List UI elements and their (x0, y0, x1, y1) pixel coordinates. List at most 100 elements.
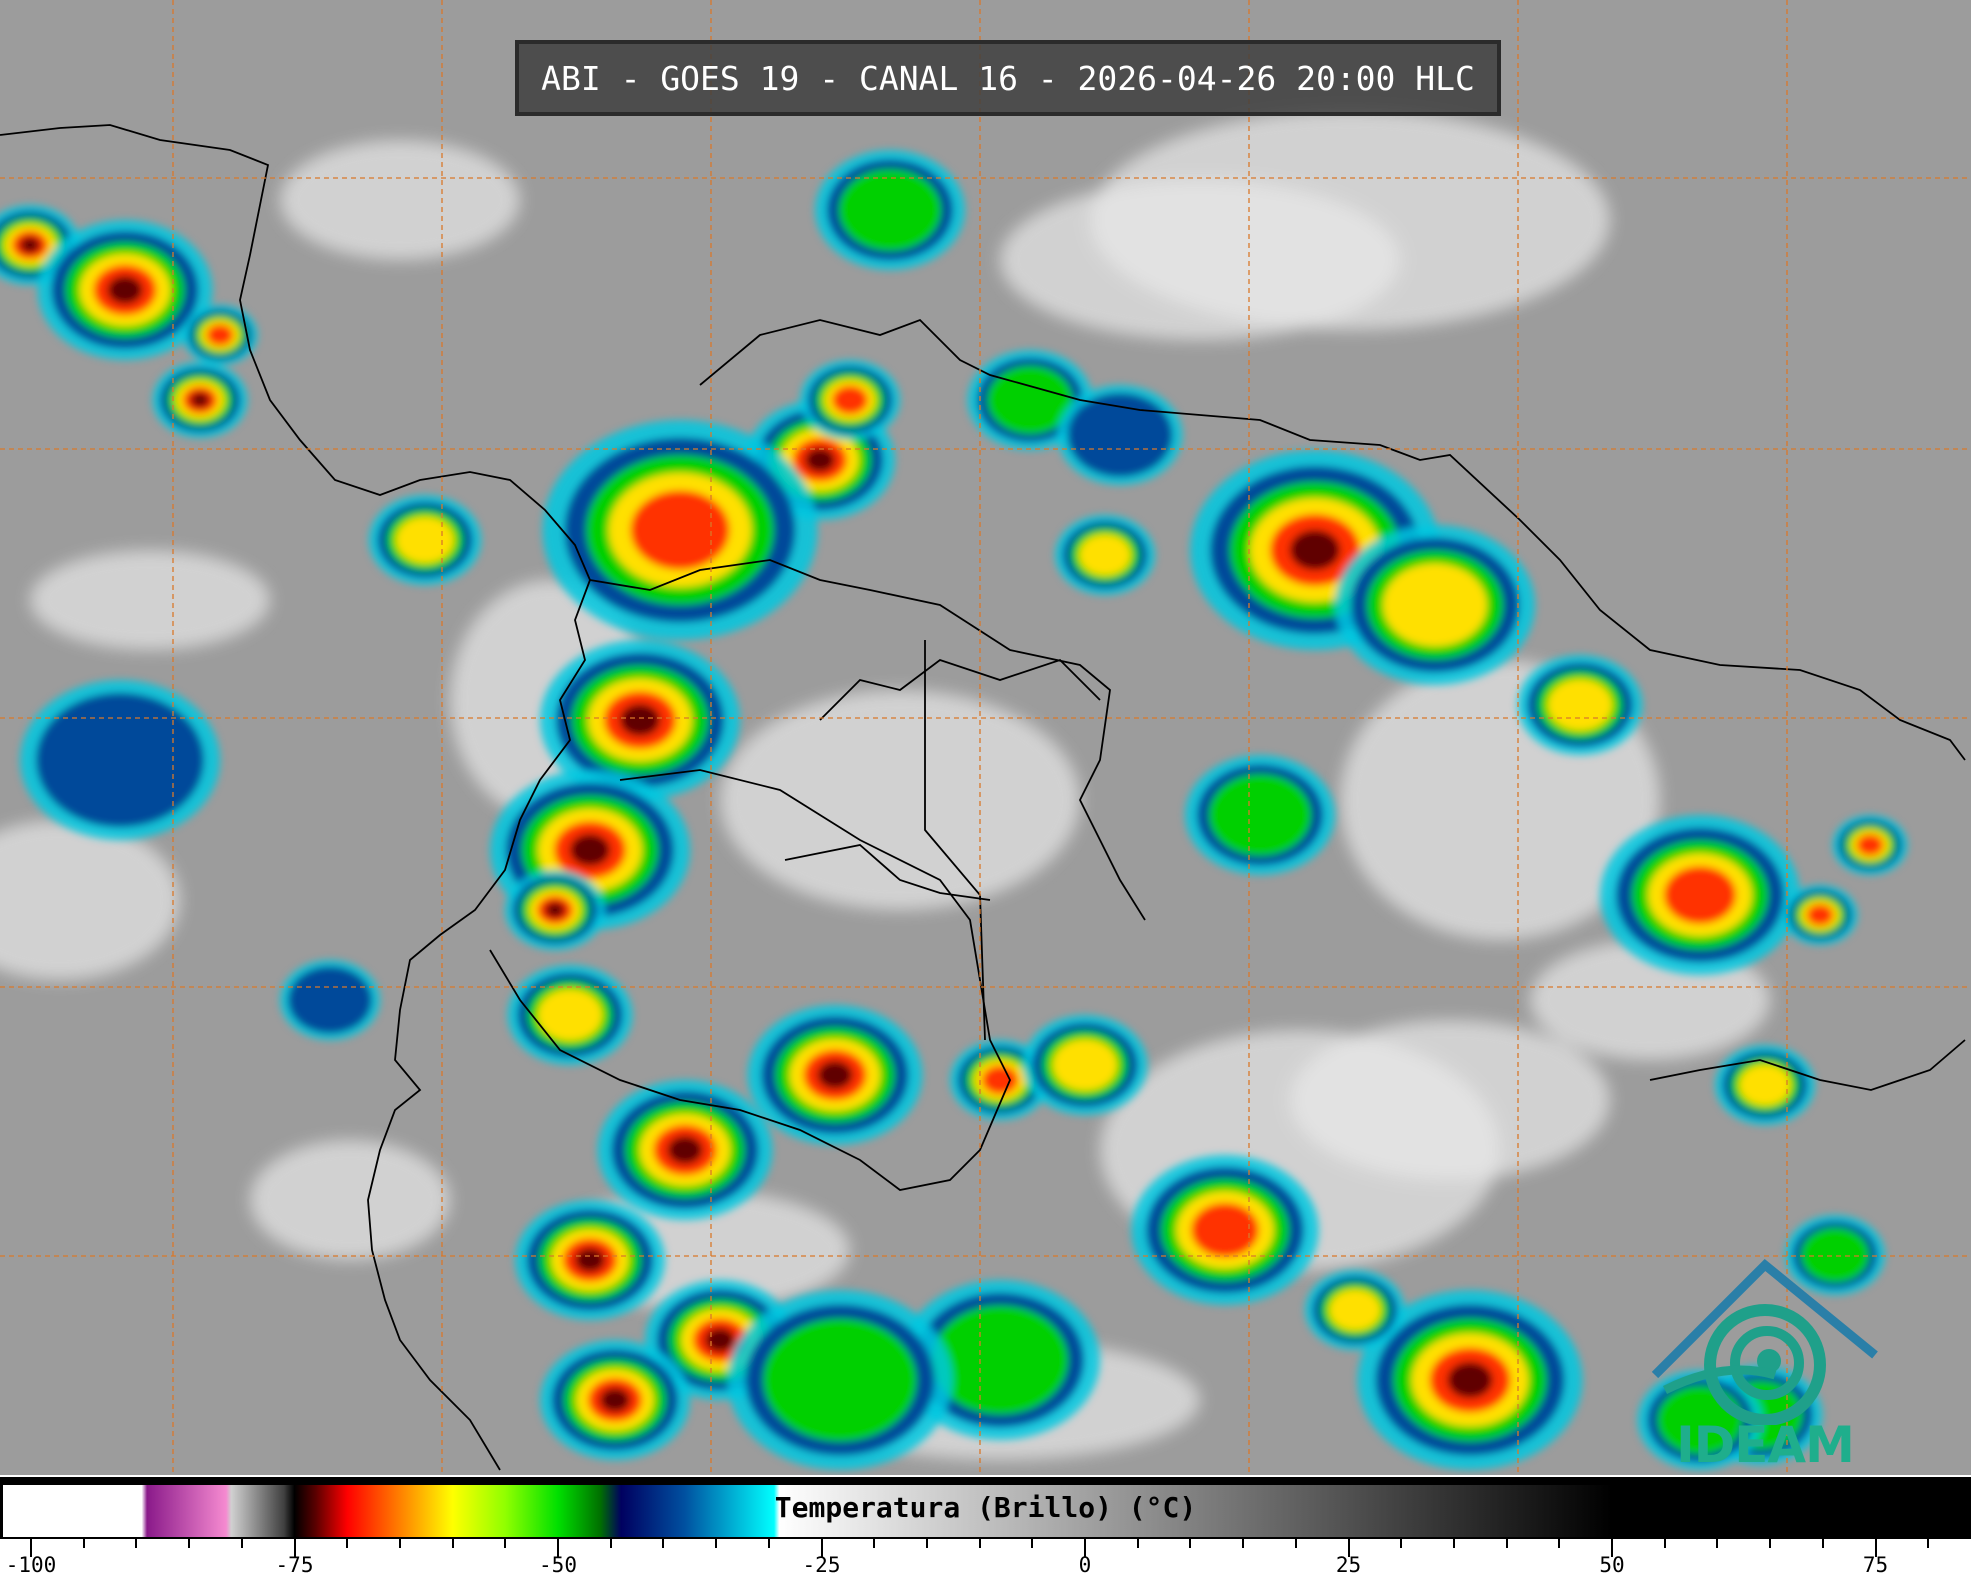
colorbar: Temperatura (Brillo) (°C) -100 -75 -50 -25 0… (0, 1475, 1971, 1577)
storm-cell-core (36, 692, 204, 828)
minor-tick (1189, 1539, 1192, 1548)
storm-cell-core (1664, 866, 1736, 924)
storm-cell-core (20, 237, 40, 253)
minor-tick (609, 1539, 612, 1548)
major-tick (293, 1539, 296, 1557)
storm-cell-core (190, 392, 210, 408)
storm-cell-core (288, 966, 372, 1034)
storm-cell-core (1209, 774, 1311, 856)
minor-tick (1452, 1539, 1455, 1548)
storm-cell-core (630, 490, 730, 570)
cloud-patch (280, 140, 520, 260)
colorbar-label: Temperatura (Brillo) (°C) (774, 1491, 1197, 1524)
tick-label: -50 (539, 1553, 577, 1577)
minor-tick (1294, 1539, 1297, 1548)
cloud-patch (250, 1140, 450, 1260)
major-tick (1084, 1539, 1086, 1557)
tick-label: -100 (5, 1553, 57, 1577)
storm-cell-core (1547, 679, 1613, 731)
colorbar-axis: -100 -75 -50 -25 0 25 50 75 (0, 1539, 1971, 1577)
storm-cell-core (575, 1248, 605, 1272)
cloud-patch (720, 690, 1080, 910)
storm-cell-core (1856, 834, 1884, 856)
logo-text: IDEAM (1676, 1416, 1855, 1474)
storm-cell-core (987, 366, 1073, 434)
storm-cell-core (839, 169, 941, 251)
cloud-patch (30, 550, 270, 650)
cloud-patch (1290, 1020, 1610, 1180)
storm-cell-core (1067, 393, 1173, 477)
storm-cell-core (932, 1305, 1068, 1415)
minor-tick (398, 1539, 401, 1548)
minor-tick (1136, 1539, 1139, 1548)
colorbar-gradient (3, 1485, 1968, 1537)
storm-cell-core (1079, 534, 1131, 576)
minor-tick (662, 1539, 665, 1548)
major-tick (1874, 1539, 1877, 1557)
tick-label: 25 (1335, 1553, 1362, 1577)
tick-label: -25 (802, 1553, 841, 1577)
minor-tick (1821, 1539, 1824, 1548)
storm-cell-core (1801, 1227, 1869, 1283)
storm-cell-core (1052, 1039, 1118, 1091)
minor-tick (135, 1539, 138, 1548)
storm-cell-core (817, 1061, 853, 1089)
minor-tick (1716, 1539, 1719, 1548)
storm-cell-core (1191, 1203, 1259, 1257)
minor-tick (1769, 1539, 1772, 1548)
minor-tick (1927, 1539, 1930, 1548)
image-title: ABI - GOES 19 - CANAL 16 - 2026-04-26 20… (515, 40, 1501, 116)
ideam-logo-mark (1651, 1258, 1878, 1426)
tick-label: 50 (1599, 1553, 1625, 1577)
minor-tick (873, 1539, 876, 1548)
storm-cell-core (600, 1388, 630, 1412)
major-tick (820, 1539, 823, 1557)
storm-cell-core (763, 1318, 917, 1442)
storm-cell-core (805, 448, 835, 472)
minor-tick (188, 1539, 191, 1548)
minor-tick (978, 1539, 981, 1548)
storm-cell-core (832, 385, 868, 415)
minor-tick (715, 1539, 718, 1548)
minor-tick (504, 1539, 507, 1548)
cloud-patch (1000, 180, 1400, 340)
major-tick (30, 1539, 32, 1557)
storm-cell-core (1806, 904, 1834, 926)
ideam-logo: IDEAM (1645, 1255, 1885, 1470)
storm-cell-core (1739, 1064, 1791, 1106)
minor-tick (1031, 1539, 1034, 1548)
minor-tick (1505, 1539, 1508, 1548)
storm-cell-core (107, 276, 143, 304)
minor-tick (925, 1539, 928, 1548)
tick-label: 75 (1862, 1553, 1889, 1577)
storm-cell-core (667, 1136, 703, 1164)
minor-tick (240, 1539, 243, 1548)
colorbar-frame: Temperatura (Brillo) (°C) (0, 1477, 1971, 1539)
storm-cell-core (206, 324, 234, 346)
major-tick (557, 1539, 559, 1557)
storm-cell-core (1447, 1362, 1493, 1398)
minor-tick (346, 1539, 349, 1548)
major-tick (1347, 1539, 1350, 1557)
storm-cell-core (620, 704, 660, 736)
minor-tick (1558, 1539, 1561, 1548)
cloud-patch (0, 820, 180, 980)
major-tick (1611, 1539, 1613, 1557)
storm-cell-core (705, 1328, 735, 1352)
minor-tick (1400, 1539, 1403, 1548)
minor-tick (1242, 1539, 1245, 1548)
storm-cell-core (570, 834, 610, 866)
tick-label: -75 (275, 1553, 314, 1577)
storm-cell-core (545, 902, 565, 918)
storm-cell-core (982, 1065, 1018, 1095)
storm-layer (0, 150, 1908, 1470)
minor-tick (451, 1539, 454, 1548)
minor-tick (82, 1539, 85, 1548)
storm-cell-core (537, 989, 603, 1041)
storm-cell-core (1290, 530, 1340, 570)
coastlines (0, 124, 1966, 1471)
satellite-map (0, 0, 1971, 1477)
tick-label: 0 (1078, 1553, 1092, 1577)
storm-cell-core (1329, 1289, 1381, 1331)
